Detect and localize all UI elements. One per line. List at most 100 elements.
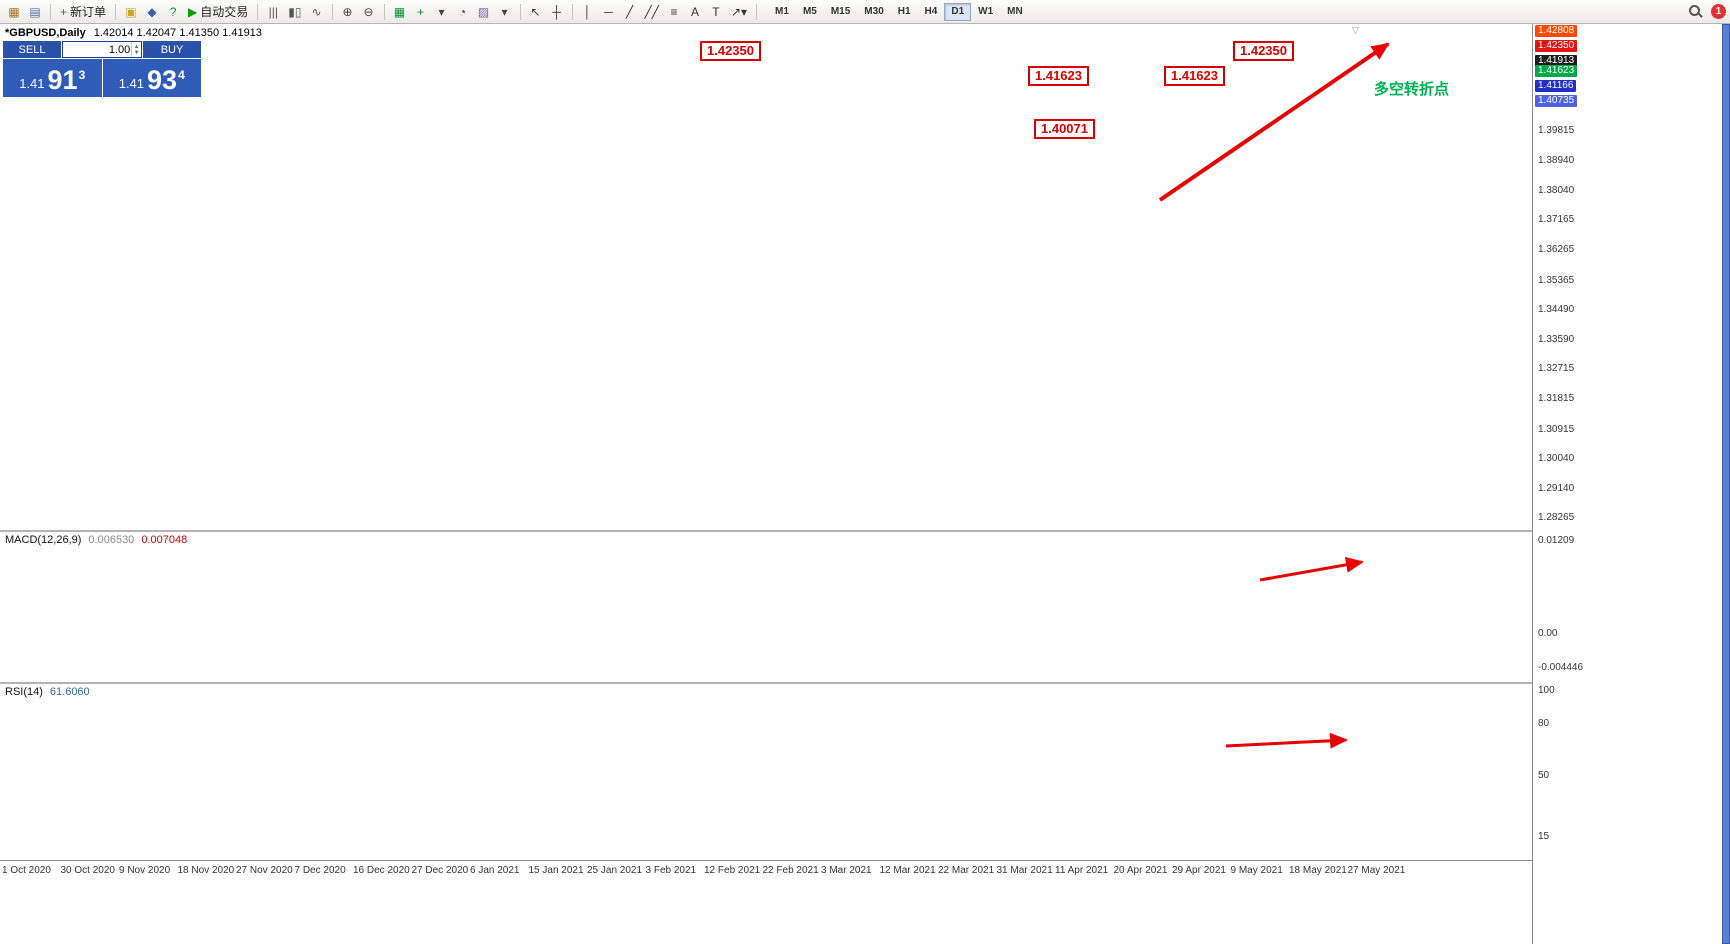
market-watch-icon[interactable]: ▣ [121,2,141,22]
main-chart-canvas[interactable] [0,24,1532,530]
price-tick-label: 1.38940 [1538,154,1575,166]
bar-chart-icon: ||| [268,4,278,19]
macd-indicator-label: MACD(12,26,9) 0.006530 0.007048 [5,534,187,546]
toolbar-separator [257,3,259,20]
line-chart-icon: ∿ [311,4,322,19]
help-icon: ? [169,4,177,19]
text-icon[interactable]: A [685,2,705,22]
fibonacci-icon: ≡ [670,4,678,19]
macd-signal-value: 0.007048 [141,534,188,546]
price-callout[interactable]: 1.42350 [1233,41,1294,61]
zoom-out-icon[interactable]: ⊖ [359,2,379,22]
autotrading-button[interactable]: ▶ 自动交易 [184,2,252,22]
price-callout[interactable]: 1.42350 [700,41,761,61]
date-label: 30 Oct 2020 [60,865,115,876]
time-axis[interactable]: 1 Oct 2020 30 Oct 2020 9 Nov 2020 18 Nov 20… [0,860,1730,880]
timeframe-m15[interactable]: M15 [830,6,851,17]
help-icon[interactable]: ? [163,2,183,22]
buy-price-display[interactable]: 1.41 93 4 [102,59,201,97]
date-label: 9 May 2021 [1230,865,1283,876]
lot-spinner[interactable]: ▲ ▼ [131,42,141,57]
line-chart-icon[interactable]: ∿ [307,2,327,22]
grid-icon[interactable]: ▦ [390,2,410,22]
text-icon: A [690,4,699,19]
macd-tick-label: 0.00 [1538,628,1558,640]
templates-icon[interactable]: ▨ [474,2,494,22]
shapes-dropdown-icon: ↗▾ [730,4,748,19]
rsi-tick-label: 80 [1538,718,1550,730]
date-label: 22 Feb 2021 [762,865,819,876]
price-level-label: 1.42350 [1535,40,1578,53]
price-tick-label: 1.31815 [1538,393,1575,405]
buy-button[interactable]: BUY [143,41,201,58]
sell-button[interactable]: SELL [3,41,61,58]
periods-dropdown-icon[interactable]: ◔ [453,2,473,22]
timeframe-w1[interactable]: W1 [978,6,994,17]
timeframe-d1[interactable]: D1 [944,2,972,21]
timeframe-h4[interactable]: H4 [924,6,938,17]
zoom-out-icon: ⊖ [363,4,374,19]
price-tick-label: 1.33590 [1538,333,1575,345]
zoom-in-icon[interactable]: ⊕ [338,2,358,22]
search-button[interactable] [1685,2,1708,22]
date-label: 3 Mar 2021 [821,865,872,876]
channel-icon[interactable]: ╱╱ [641,2,663,22]
vertical-scrollbar-track [1722,24,1730,944]
date-label: 9 Nov 2020 [119,865,171,876]
price-callout[interactable]: 1.41623 [1028,66,1089,86]
notification-badge[interactable]: 1 [1711,4,1726,19]
autotrading-icon: ▶ [188,4,198,19]
date-label: 6 Jan 2021 [470,865,520,876]
templates-dropdown-icon[interactable]: ▾ [495,2,515,22]
spinner-up-icon[interactable]: ▲ [133,43,140,50]
chart-shift-marker[interactable]: ▽ [1352,25,1359,35]
candlestick-chart-icon[interactable]: ▮▯ [284,2,305,22]
navigator-icon[interactable]: ◆ [142,2,162,22]
vertical-line-icon[interactable]: │ [578,2,598,22]
horizontal-line-icon[interactable]: ─ [599,2,619,22]
panel-splitter[interactable] [0,682,1730,684]
date-label: 3 Feb 2021 [645,865,697,876]
pivot-point-label[interactable]: 多空转折点 [1374,81,1450,98]
timeframe-m5[interactable]: M5 [802,6,817,17]
rsi-tick-label: 50 [1538,770,1550,782]
crosshair-icon[interactable]: ┼ [547,2,567,22]
horizontal-line-icon: ─ [604,4,613,19]
label-icon[interactable]: T [706,2,726,22]
candlestick-chart-icon: ▮▯ [288,4,302,19]
price-callout[interactable]: 1.40071 [1034,119,1095,139]
timeframe-h1[interactable]: H1 [897,6,911,17]
timeframe-m1[interactable]: M1 [775,6,789,17]
price-tick-label: 1.36265 [1538,244,1575,256]
price-callout[interactable]: 1.41623 [1164,66,1225,86]
rsi-tick-label: 100 [1538,685,1555,696]
rsi-panel-canvas[interactable] [0,684,1532,860]
fibonacci-icon[interactable]: ≡ [664,2,684,22]
chart-profiles-icon[interactable]: ▤ [25,2,45,22]
toolbar-separator [383,3,385,20]
macd-name: MACD(12,26,9) [5,534,82,546]
sell-price-display[interactable]: 1.41 91 3 [3,59,102,97]
new-chart-icon[interactable]: ▦ [4,2,24,22]
panel-splitter[interactable] [0,530,1730,532]
price-axis[interactable]: 1.42808 1.42350 1.41913 1.41623 1.41166 1.407… [1532,24,1722,944]
indicators-dropdown-icon[interactable]: ▾ [432,2,452,22]
trendline-icon[interactable]: ╱ [620,2,640,22]
rsi-name: RSI(14) [5,686,43,698]
macd-panel-canvas[interactable] [0,532,1532,682]
new-order-button[interactable]: + 新订单 [56,2,110,22]
zoom-in-icon: ⊕ [342,4,353,19]
shapes-dropdown-icon[interactable]: ↗▾ [727,2,751,22]
timeframe-m30[interactable]: M30 [864,6,884,17]
spinner-down-icon[interactable]: ▼ [133,49,140,56]
bar-chart-icon[interactable]: ||| [263,2,283,22]
ohlc-values: 1.42014 1.42047 1.41350 1.41913 [93,27,262,39]
crosshair-icon: ┼ [552,4,561,19]
toolbar-separator [756,3,758,20]
toolbar-buttons-group: ▦ ▤ + 新订单 ▣ ◆? ▶ 自动交易 ||| ▮▯ ∿ ⊕ ⊖ ▦ + ▾ ◔ ▨ ▾ ↖ ┼ │ ─ ╱ ╱╱ ≡ A T ↗▾ [4,2,761,22]
indicators-icon[interactable]: + [411,2,431,22]
cursor-icon[interactable]: ↖ [526,2,546,22]
timeframe-mn[interactable]: MN [1007,6,1023,17]
vertical-scrollbar-thumb[interactable] [1722,24,1730,944]
lot-size-input[interactable] [63,43,132,56]
